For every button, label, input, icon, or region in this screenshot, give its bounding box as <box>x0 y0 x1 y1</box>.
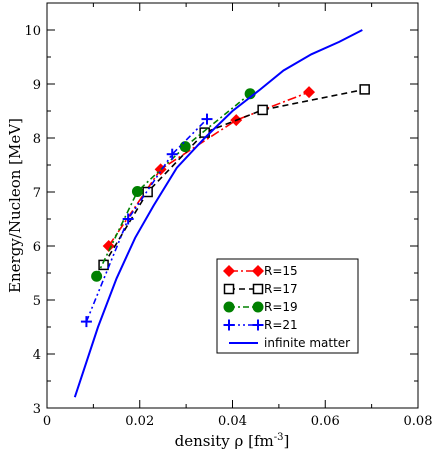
series-infinite-matter <box>73 29 363 398</box>
y-tick-label: 6 <box>33 240 41 255</box>
y-tick-label: 10 <box>24 24 41 39</box>
y-tick-label: 4 <box>33 348 41 363</box>
legend-entry: infinite matter <box>229 336 350 350</box>
y-tick-label: 7 <box>33 186 41 201</box>
legend-entry: R=19 <box>223 300 298 314</box>
series-r-21 <box>80 113 213 328</box>
data-point-plus <box>252 319 264 331</box>
legend-label: R=17 <box>264 282 298 296</box>
legend-entry: R=21 <box>223 318 298 332</box>
y-tick-label: 9 <box>33 78 41 93</box>
data-point-plus <box>80 316 92 328</box>
data-point-plus <box>201 113 213 125</box>
data-point-circle <box>91 270 103 282</box>
legend-box <box>216 258 359 354</box>
legend-label: R=19 <box>264 300 298 314</box>
data-point-circle <box>179 141 191 153</box>
data-point-square <box>252 283 264 295</box>
legend-entry: R=15 <box>223 264 298 278</box>
legend-label: infinite matter <box>264 336 350 350</box>
data-point-diamond <box>223 265 235 277</box>
series-line <box>95 93 251 277</box>
series-group <box>73 29 370 398</box>
data-point-diamond <box>303 86 316 99</box>
x-tick-label: 0 <box>43 414 51 429</box>
data-point-square <box>142 186 153 198</box>
data-point-circle <box>252 301 264 313</box>
data-point-plus <box>223 319 235 331</box>
series-r-19 <box>91 88 256 282</box>
series-line <box>73 29 363 398</box>
legend-entry: R=17 <box>223 282 298 296</box>
x-tick-label: 0.02 <box>125 414 154 429</box>
data-point-circle <box>223 301 235 313</box>
data-point-diamond <box>252 265 264 277</box>
y-axis-title: Energy/Nucleon [MeV] <box>6 118 24 293</box>
data-point-square <box>257 104 268 116</box>
axis-ticks: 0 0.02 0.04 0.06 0.08 3 4 5 6 7 8 9 10 <box>24 2 433 429</box>
data-point-square <box>359 84 370 95</box>
data-point-diamond <box>102 240 115 252</box>
series-line <box>102 88 365 266</box>
x-axis-title: density ρ [fm-3] <box>175 432 290 450</box>
y-tick-label: 8 <box>33 132 41 147</box>
series-r-15 <box>102 86 316 252</box>
series-line <box>85 118 208 322</box>
legend: R=15 R=17 R=19 R=21 infinite matter <box>216 258 359 354</box>
data-point-square <box>223 283 235 295</box>
x-tick-label: 0.04 <box>218 414 247 429</box>
x-axis-title-tail: ] <box>284 432 290 450</box>
y-tick-label: 3 <box>33 402 41 417</box>
data-point-circle <box>131 185 143 197</box>
x-tick-label: 0.08 <box>404 414 433 429</box>
legend-label: R=15 <box>264 264 298 278</box>
series-line <box>108 91 310 247</box>
series-r-17 <box>98 84 370 271</box>
y-tick-label: 5 <box>33 294 41 309</box>
x-axis-title-sup: -3 <box>274 432 284 443</box>
data-point-plus <box>122 213 134 225</box>
data-point-circle <box>244 88 256 100</box>
x-tick-label: 0.06 <box>311 414 340 429</box>
data-point-plus <box>166 148 178 160</box>
x-axis-title-main: density ρ [fm <box>175 432 274 450</box>
legend-label: R=21 <box>264 318 298 332</box>
